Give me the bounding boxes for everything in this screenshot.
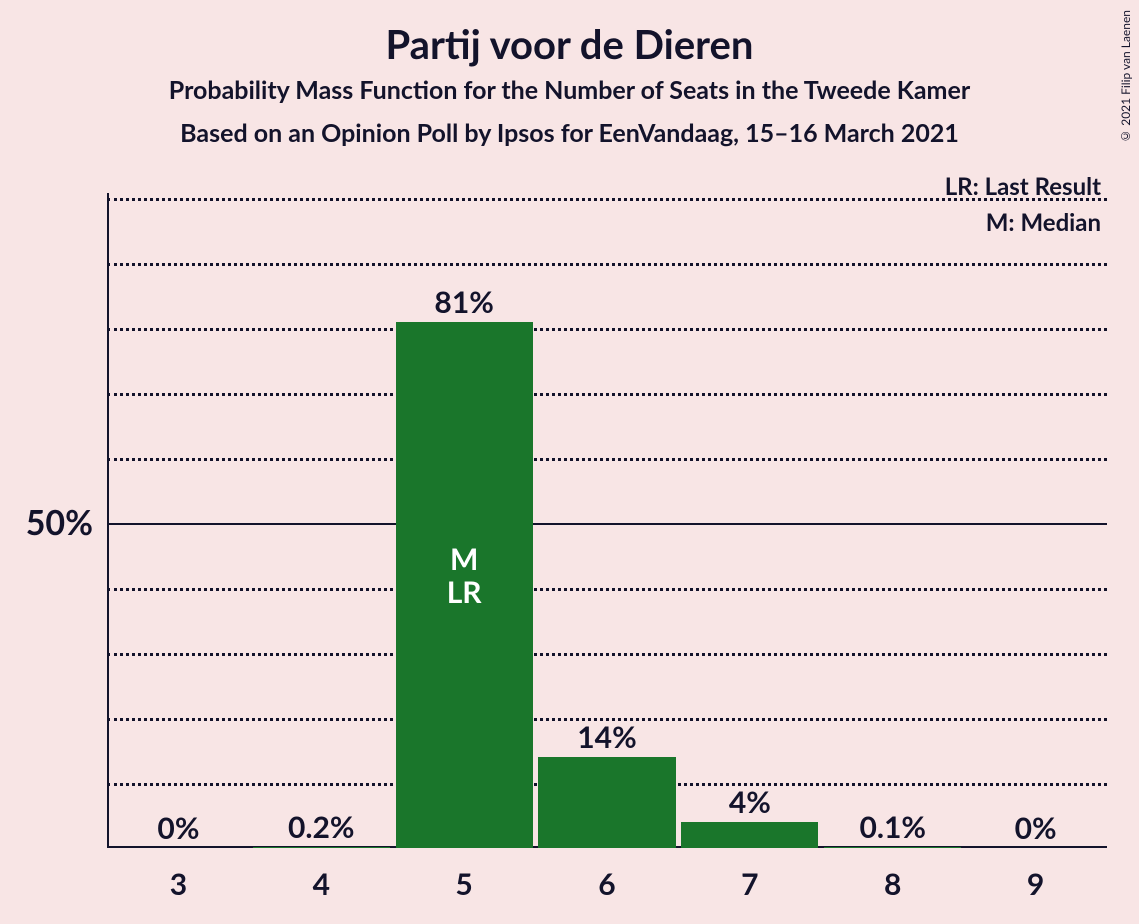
chart-subtitle-2: Based on an Opinion Poll by Ipsos for Ee… — [0, 118, 1139, 148]
bar-value-label: 0% — [964, 810, 1107, 846]
bar — [538, 757, 675, 848]
bar — [253, 847, 390, 848]
y-axis — [107, 193, 109, 848]
gridline — [107, 653, 1107, 656]
chart-title: Partij voor de Dieren — [0, 20, 1139, 68]
bar-value-label: 0.2% — [250, 809, 393, 845]
bar — [681, 822, 818, 848]
gridline — [107, 393, 1107, 396]
x-axis-category: 8 — [821, 866, 964, 902]
gridline-major — [107, 523, 1107, 525]
gridline — [107, 458, 1107, 461]
bar-value-label: 81% — [393, 284, 536, 320]
x-axis-category: 7 — [678, 866, 821, 902]
x-axis-category: 4 — [250, 866, 393, 902]
chart-subtitle-1: Probability Mass Function for the Number… — [0, 75, 1139, 105]
gridline — [107, 328, 1107, 331]
bar — [824, 847, 961, 848]
bar-value-label: 0.1% — [821, 809, 964, 845]
plot-area: 0%30.2%481%514%64%70.1%80%9MLRLR: Last R… — [107, 198, 1107, 848]
gridline — [107, 588, 1107, 591]
chart-canvas: © 2021 Filip van Laenen Partij voor de D… — [0, 0, 1139, 924]
x-axis-category: 3 — [107, 866, 250, 902]
x-axis-category: 9 — [964, 866, 1107, 902]
last-result-label: LR — [396, 576, 533, 609]
x-axis-category: 5 — [393, 866, 536, 902]
legend-m: M: Median — [986, 208, 1101, 237]
legend-lr: LR: Last Result — [945, 172, 1101, 201]
median-label: M — [396, 543, 533, 576]
y-axis-label-50: 50% — [0, 502, 93, 543]
bar-value-label: 0% — [107, 810, 250, 846]
median-marker: MLR — [396, 543, 533, 609]
bar-value-label: 4% — [678, 784, 821, 820]
gridline — [107, 263, 1107, 266]
x-axis-category: 6 — [536, 866, 679, 902]
bar-value-label: 14% — [536, 719, 679, 755]
